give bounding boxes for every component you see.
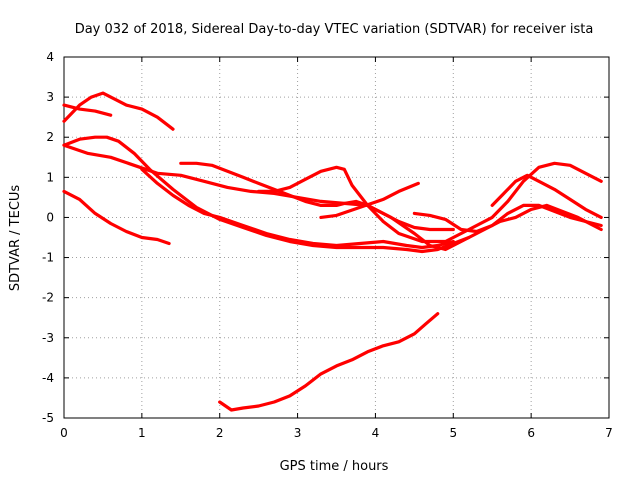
series-line-s12 [218, 312, 440, 412]
y-tick-label: 2 [46, 130, 54, 144]
x-axis-label: GPS time / hours [280, 459, 389, 474]
x-tick-label: 3 [294, 426, 302, 440]
y-tick-label: -4 [42, 371, 54, 385]
x-tick-label: 2 [216, 426, 224, 440]
x-tick-label: 1 [138, 426, 146, 440]
series-line-s11 [490, 173, 603, 219]
x-tick-label: 7 [605, 426, 613, 440]
series-line-s3 [62, 135, 471, 254]
y-tick-label: -3 [42, 331, 54, 345]
series-line-s9 [319, 181, 420, 219]
y-tick-label: 4 [46, 50, 54, 64]
plot-frame [63, 56, 610, 419]
tick-labels: 0 1 2 3 4 5 6 7 -5 -4 -3 -2 -1 0 1 2 3 4 [42, 50, 613, 440]
series-line-s6 [140, 167, 455, 250]
series-line-s5 [62, 189, 171, 246]
series-line-s4 [62, 143, 603, 252]
x-tick-label: 5 [449, 426, 457, 440]
y-tick-label: -2 [42, 291, 54, 305]
series-line-s7 [179, 161, 455, 232]
y-tick-label: 1 [46, 170, 54, 184]
axis-ticks [63, 56, 610, 419]
series-group [62, 91, 603, 412]
y-tick-label: 3 [46, 90, 54, 104]
series-line-s8 [257, 161, 603, 244]
series-line-s10 [412, 203, 603, 234]
chart-title: Day 032 of 2018, Sidereal Day-to-day VTE… [75, 22, 594, 37]
x-tick-label: 0 [60, 426, 68, 440]
y-tick-label: -1 [42, 251, 54, 265]
series-line-s2 [62, 103, 113, 117]
x-tick-label: 6 [527, 426, 535, 440]
x-tick-label: 4 [372, 426, 380, 440]
series-line-s1 [62, 91, 175, 131]
y-tick-label: 0 [46, 210, 54, 224]
y-tick-label: -5 [42, 411, 54, 425]
y-axis-label: SDTVAR / TECUs [8, 185, 23, 292]
